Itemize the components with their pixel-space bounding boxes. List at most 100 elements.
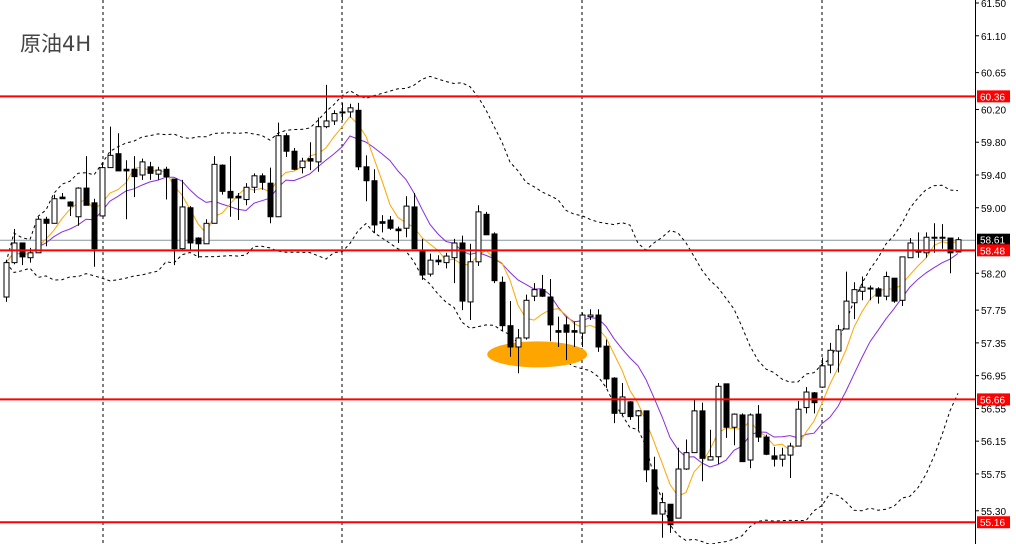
candle (267, 167, 274, 224)
candle (99, 162, 106, 217)
price-tick-label: 56.15 (981, 437, 1006, 448)
candle (651, 456, 658, 515)
candle (555, 316, 562, 347)
candle (475, 205, 482, 266)
candle (539, 274, 546, 298)
level-price-label: 56.66 (980, 395, 1005, 406)
price-tick-label: 55.30 (981, 507, 1006, 518)
candle (395, 226, 402, 243)
candle (659, 492, 666, 538)
candle (851, 282, 858, 320)
candle (883, 271, 890, 301)
candle-body-bear (947, 237, 954, 254)
candle-body-bear (595, 314, 602, 348)
candle (299, 157, 306, 174)
candle-body-bear (147, 166, 154, 174)
candle (235, 193, 242, 221)
candle (739, 413, 746, 463)
candle (923, 232, 930, 258)
candle-body-bull (835, 329, 842, 352)
candle-body-bear (603, 345, 610, 380)
candle (691, 398, 698, 454)
candle (435, 255, 442, 266)
candle (83, 156, 90, 206)
candle (707, 429, 714, 461)
candle-body-bull (619, 396, 626, 414)
candle (291, 147, 298, 171)
candle (307, 142, 314, 171)
price-tick-label: 56.95 (981, 372, 1006, 383)
level-price-label-box (977, 244, 1010, 257)
candle-body-bear (283, 135, 290, 152)
candle (347, 103, 354, 118)
candle-body-bull (635, 410, 642, 417)
candle (571, 321, 578, 347)
candle (827, 342, 834, 374)
current-price-label-box (977, 233, 1010, 246)
candle (491, 232, 498, 284)
candle (683, 439, 690, 470)
candle-body-bear (307, 158, 314, 162)
candle-body-bull (243, 186, 250, 201)
candle-body-bear (59, 196, 66, 200)
price-tick-label: 56.55 (981, 404, 1006, 415)
candle-body-bear (379, 221, 386, 224)
candle (115, 133, 122, 172)
candle-body-bear (195, 237, 202, 245)
candle-body-bull (203, 222, 210, 245)
candle (211, 156, 218, 224)
candle (723, 383, 730, 438)
candle (771, 446, 778, 467)
candle-body-bear (539, 289, 546, 297)
candle (387, 215, 394, 230)
candle-body-bear (699, 410, 706, 459)
candle (947, 237, 954, 274)
candle (147, 161, 154, 180)
candle-body-bull (859, 286, 866, 292)
candle (179, 179, 186, 251)
candle (635, 410, 642, 430)
candle-body-bear (371, 180, 378, 226)
candle (363, 155, 370, 202)
candle (43, 216, 50, 247)
candle-body-bear (547, 296, 554, 326)
candle-body-bull (427, 259, 434, 275)
candle-body-bear (755, 413, 762, 438)
bollinger-lower-band (5, 222, 959, 544)
candle (643, 410, 650, 483)
chart-title: 原油4H (20, 32, 92, 56)
price-tick-label: 60.65 (981, 69, 1006, 80)
candle-body-bear (115, 153, 122, 172)
candle (763, 434, 770, 456)
candle (283, 133, 290, 157)
candle (603, 339, 610, 388)
candle-body-bear (227, 190, 234, 199)
price-tick-label: 59.00 (981, 204, 1006, 215)
candle (459, 235, 466, 311)
candle-body-bull (107, 154, 114, 169)
candle-body-bear (867, 287, 874, 290)
candle (699, 402, 706, 482)
candle-body-bull (675, 468, 682, 519)
candle-body-bull (11, 242, 18, 264)
price-tick-label: 60.20 (981, 105, 1006, 116)
candle (219, 164, 226, 195)
candle (355, 102, 362, 171)
candle-body-bear (611, 377, 618, 414)
candle (907, 238, 914, 259)
candle-body-bull (843, 300, 850, 330)
candle (627, 401, 634, 420)
bollinger-upper-band (5, 75, 959, 383)
candle-body-bull (883, 276, 890, 297)
candle-body-bull (955, 239, 962, 253)
candle (331, 110, 338, 126)
candle (755, 405, 762, 442)
candle-body-bull (475, 211, 482, 263)
candle (131, 156, 138, 198)
candle (859, 276, 866, 301)
level-price-label: 55.16 (980, 518, 1005, 529)
candle-body-bear (67, 201, 74, 207)
candle-body-bear (667, 503, 674, 526)
candle-body-bull (899, 256, 906, 301)
candle (675, 447, 682, 519)
